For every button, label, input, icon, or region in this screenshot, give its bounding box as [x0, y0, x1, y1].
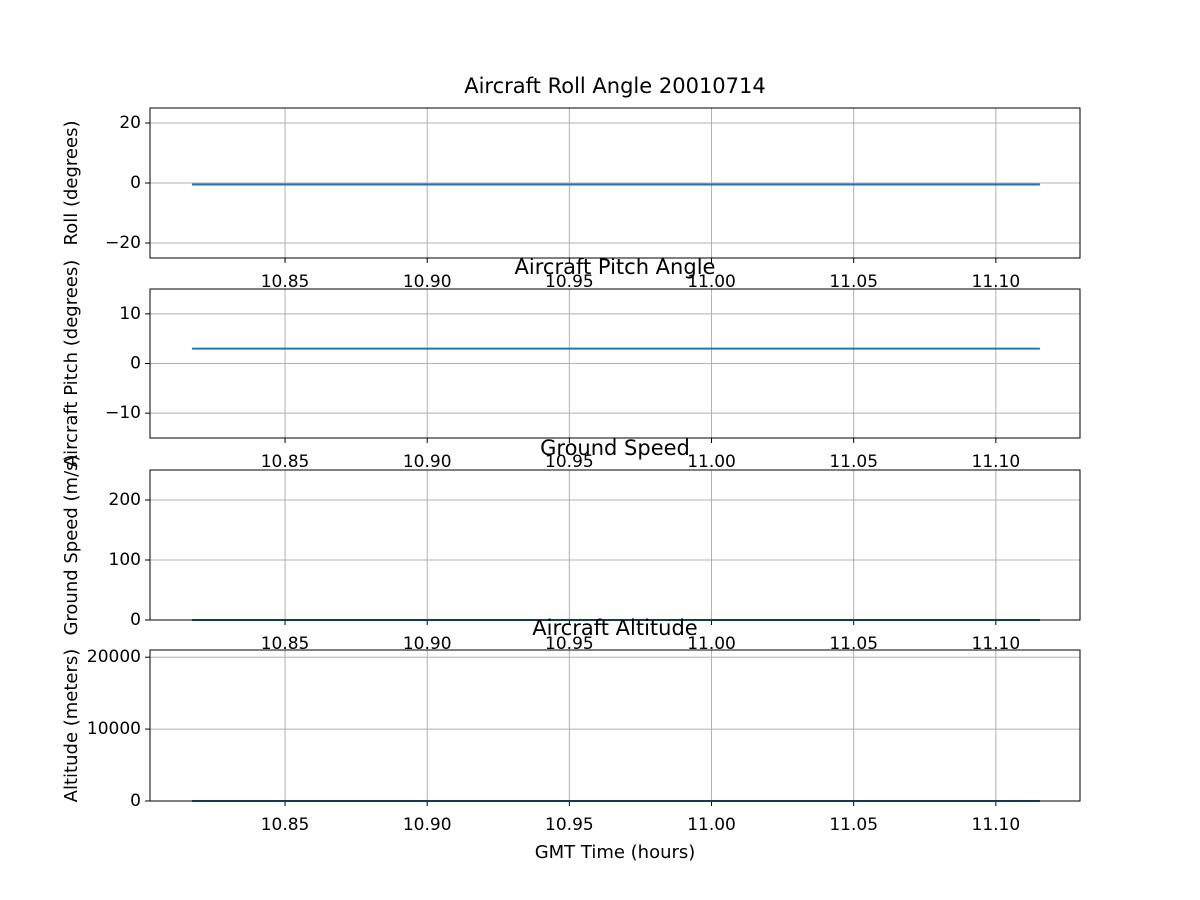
x-tick-label: 10.90 — [403, 815, 452, 835]
y-tick-label: −20 — [105, 233, 141, 253]
y-tick-label: 10000 — [87, 719, 141, 739]
axes-frame — [149, 107, 1081, 259]
axes-frame — [149, 469, 1081, 621]
subplot-title: Aircraft Altitude — [532, 616, 697, 640]
x-tick-label: 11.05 — [829, 272, 878, 292]
x-tick-label: 10.95 — [545, 634, 594, 654]
y-tick-label: 0 — [130, 354, 141, 374]
subplot-title: Aircraft Roll Angle 20010714 — [464, 74, 766, 98]
y-tick-label: 100 — [109, 550, 141, 570]
x-tick-label: 11.00 — [687, 815, 736, 835]
x-tick-label: 11.00 — [687, 452, 736, 472]
x-tick-label: 11.00 — [687, 634, 736, 654]
y-axis-label: Roll (degrees) — [61, 121, 82, 246]
subplot-title: Ground Speed — [540, 436, 690, 460]
y-axis-label: Altitude (meters) — [61, 649, 82, 803]
y-tick-label: −10 — [105, 403, 141, 423]
x-tick-label: 10.95 — [545, 452, 594, 472]
x-tick-label: 11.05 — [829, 452, 878, 472]
x-tick-label: 10.90 — [403, 272, 452, 292]
x-tick-label: 11.10 — [972, 634, 1021, 654]
x-tick-label: 11.00 — [687, 272, 736, 292]
y-tick-label: 20000 — [87, 647, 141, 667]
y-tick-label: 0 — [130, 791, 141, 811]
x-tick-label: 11.10 — [972, 452, 1021, 472]
x-tick-label: 11.05 — [829, 815, 878, 835]
x-tick-label: 10.95 — [545, 272, 594, 292]
axes-frame — [149, 288, 1081, 439]
y-axis-label: Aircraft Pitch (degrees) — [61, 260, 82, 468]
x-tick-label: 11.10 — [972, 815, 1021, 835]
x-tick-label: 10.85 — [261, 452, 310, 472]
x-tick-label: 10.90 — [403, 634, 452, 654]
x-tick-label: 10.95 — [545, 815, 594, 835]
y-tick-label: 10 — [119, 304, 141, 324]
x-tick-label: 10.85 — [261, 815, 310, 835]
x-tick-label: 11.10 — [972, 272, 1021, 292]
x-tick-label: 10.85 — [261, 272, 310, 292]
subplot-title: Aircraft Pitch Angle — [515, 255, 716, 279]
y-tick-label: 200 — [109, 490, 141, 510]
y-tick-label: 20 — [119, 113, 141, 133]
x-tick-label: 10.90 — [403, 452, 452, 472]
x-tick-label: 11.05 — [829, 634, 878, 654]
y-tick-label: 0 — [130, 173, 141, 193]
x-tick-label: 10.85 — [261, 634, 310, 654]
axes-frame — [149, 649, 1081, 802]
y-tick-label: 0 — [130, 610, 141, 630]
y-axis-label: Ground Speed (m/s) — [61, 454, 82, 635]
x-axis-label: GMT Time (hours) — [535, 842, 696, 863]
